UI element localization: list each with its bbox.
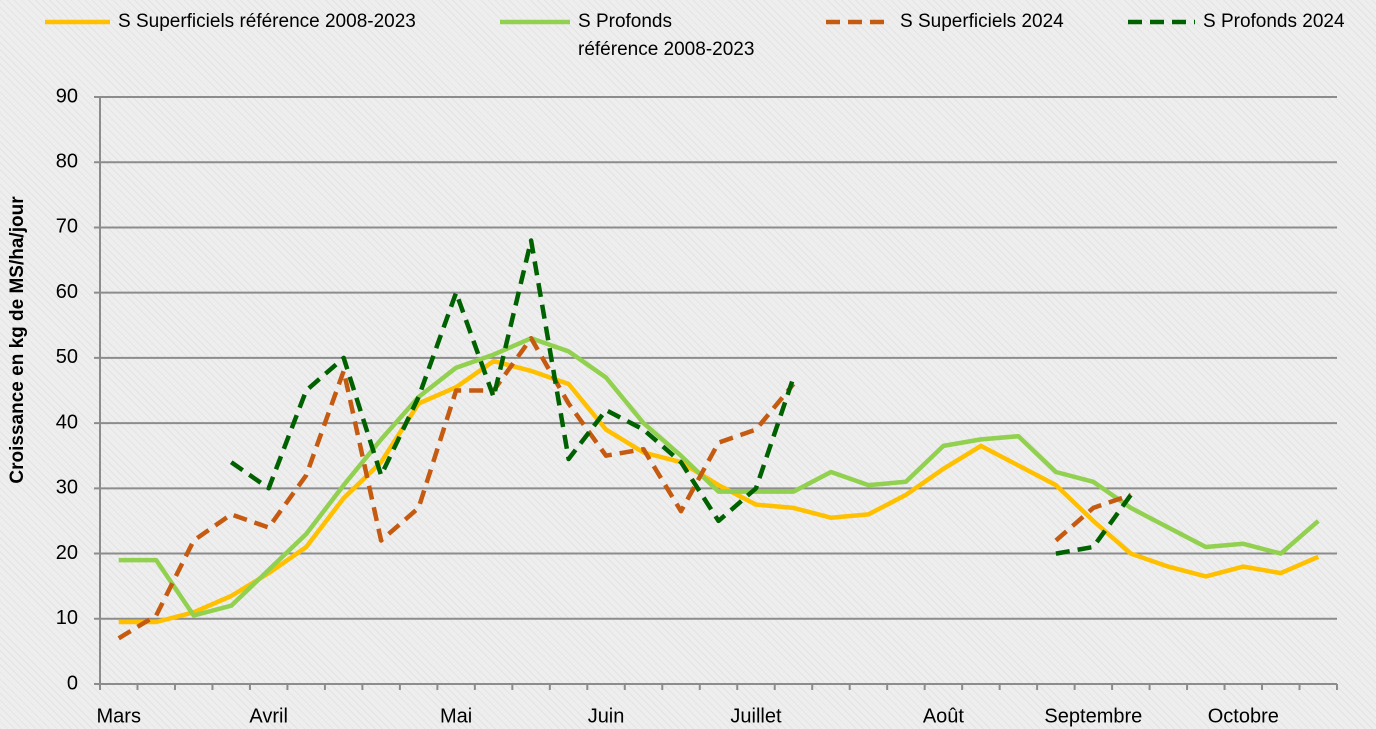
- legend-label: S Superficiels 2024: [900, 11, 1064, 32]
- x-tick-label: Juillet: [730, 705, 782, 727]
- x-tick-label: Mars: [97, 705, 141, 727]
- y-tick-label: 70: [56, 216, 78, 238]
- x-tick-label: Octobre: [1208, 705, 1279, 727]
- y-tick-label: 10: [56, 607, 78, 629]
- y-tick-label: 30: [56, 477, 78, 499]
- legend-label: S Profonds référence 2008-2023: [578, 11, 755, 60]
- legend-label: S Profonds 2024: [1203, 11, 1345, 32]
- y-tick-label: 20: [56, 542, 78, 564]
- y-axis-title: Croissance en kg de MS/ha/jour: [7, 196, 28, 484]
- y-tick-label: 80: [56, 151, 78, 173]
- x-tick-label: Septembre: [1044, 705, 1142, 727]
- series-line: [118, 358, 1320, 625]
- y-tick-label: 0: [67, 672, 78, 694]
- y-tick-label: 60: [56, 281, 78, 303]
- series-line: [117, 336, 1132, 641]
- x-tick-label: Juin: [588, 705, 625, 727]
- y-tick-label: 40: [56, 411, 78, 433]
- y-tick-label: 50: [56, 346, 78, 368]
- x-tick-label: Avril: [249, 705, 288, 727]
- y-tick-label: 90: [56, 85, 78, 107]
- series-line: [118, 336, 1320, 618]
- legend-label: S Superficiels référence 2008-2023: [118, 11, 416, 32]
- x-tick-label: Août: [923, 705, 965, 727]
- x-tick-label: Mai: [440, 705, 472, 727]
- series-line: [229, 238, 1133, 556]
